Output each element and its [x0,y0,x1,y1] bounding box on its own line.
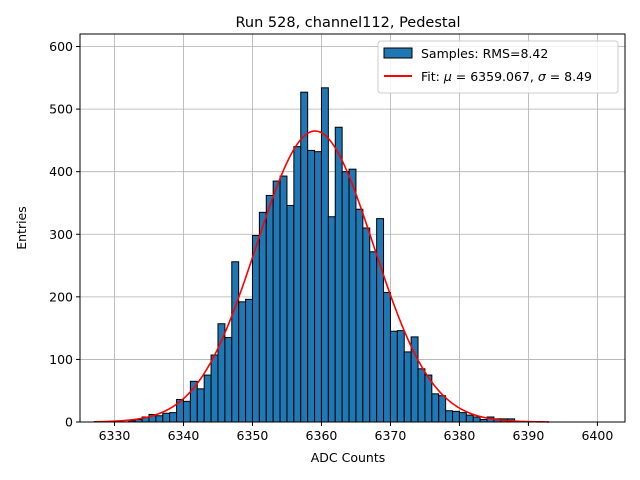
legend-fit-mu-value: = 6359.067, [452,69,538,84]
histogram-bar [162,412,171,423]
y-tick-label: 400 [49,164,73,179]
legend-fit-sigma-value: = 8.49 [546,69,592,84]
x-tick-label: 6340 [168,428,200,443]
x-axis-ticks: 6330 6340 6350 6360 6370 6380 6390 6400 [99,422,613,443]
histogram-bar [445,410,454,423]
histogram-bar [182,400,191,423]
histogram-bar [245,298,253,423]
fit-curve-group [93,130,550,423]
histogram-bar [258,211,267,423]
x-tick-label: 6330 [99,428,131,443]
x-tick-label: 6400 [581,428,613,443]
histogram-bar [396,330,405,423]
x-axis-label: ADC Counts [311,450,386,465]
histogram-bar [348,168,357,423]
histogram-bar [210,354,219,423]
x-tick-label: 6350 [237,428,269,443]
y-tick-label: 600 [49,39,73,54]
histogram-bar [279,175,288,423]
legend-fit-prefix: Fit: [421,69,444,84]
histogram-bar [231,261,240,423]
histogram-bar [472,416,481,423]
histogram-bar [362,227,371,423]
histogram-bar [265,194,274,423]
histogram-bar [403,351,412,423]
histogram-bar [224,337,233,423]
histogram-bar [300,91,309,423]
fit-curve [93,130,550,423]
legend: Samples: RMS=8.42 Fit: μ = 6359.067, σ =… [377,40,619,94]
histogram-bar [293,146,302,423]
histogram-bar [417,368,426,423]
legend-fit-mu-symbol: μ [443,69,452,84]
histogram-bar [438,395,447,423]
histogram-bar [286,204,295,423]
plot-frame [79,33,626,423]
histogram-bar [155,415,164,423]
legend-fit-label: Fit: μ = 6359.067, σ = 8.49 [421,69,592,84]
histogram-bar [452,410,460,423]
histogram-bar [196,388,205,423]
histogram-bar [376,218,385,423]
histogram-bar [341,171,350,423]
x-tick-label: 6360 [306,428,338,443]
histogram-bar [217,323,226,423]
histogram-bar [355,208,364,423]
histogram-bar [169,412,178,423]
legend-samples-swatch [383,47,413,59]
legend-fit-sigma-symbol: σ [538,69,547,84]
histogram-bar [369,251,378,423]
histogram-bar [272,180,281,423]
histogram-bar [314,151,322,423]
y-tick-label: 100 [49,352,73,367]
y-tick-label: 500 [49,102,73,117]
x-tick-label: 6370 [375,428,407,443]
histogram-bar [251,235,260,423]
y-axis-ticks: 0 100 200 300 400 500 600 [49,39,80,430]
x-tick-label: 6380 [444,428,476,443]
histogram-bar [238,301,247,423]
histogram-bar [327,216,336,423]
y-tick-label: 0 [65,415,73,430]
legend-box [377,40,619,94]
histogram-bar [383,291,391,423]
histogram-bars [127,87,516,423]
y-axis-label: Entries [14,206,29,250]
y-tick-label: 200 [49,289,73,304]
legend-samples-label: Samples: RMS=8.42 [421,46,548,61]
histogram-bar [465,414,474,423]
y-tick-label: 300 [49,227,73,242]
histogram-bar [431,393,440,423]
histogram-bar [334,126,343,423]
histogram-bar [307,149,316,423]
histogram-bar [458,412,467,423]
chart-title: Run 528, channel112, Pedestal [235,15,460,31]
x-tick-label: 6390 [513,428,545,443]
histogram-bar [389,330,398,423]
histogram-bar [203,374,212,423]
